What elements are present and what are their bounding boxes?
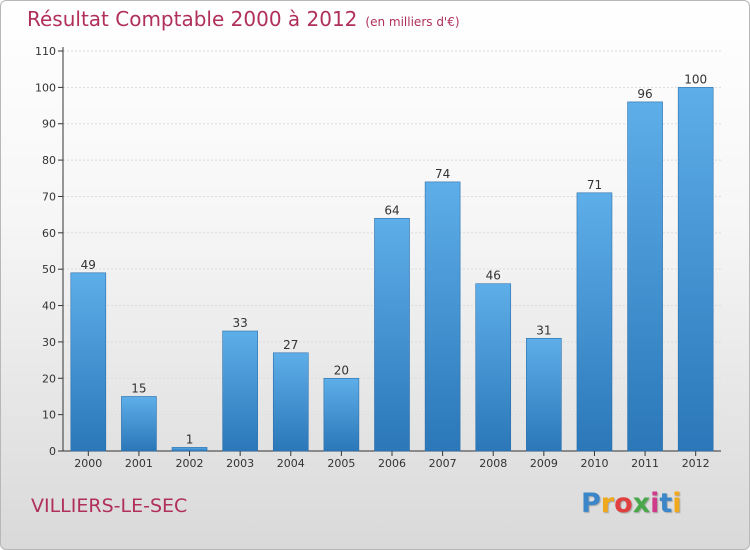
x-tick-label: 2001 [125,457,153,470]
x-tick-label: 2012 [682,457,710,470]
logo-letter: o [614,488,633,519]
y-tick-label: 20 [42,372,56,385]
data-label: 100 [684,72,707,86]
logo-letter: r [600,488,615,519]
logo-letter: i [650,488,660,519]
bar [121,396,157,452]
bar [424,181,461,452]
y-tick-label: 50 [42,263,56,276]
bar [171,447,208,452]
data-label: 96 [637,87,652,101]
labels: 0 10 20 30 40 50 60 70 80 90 100 110 2000 49 2001 15 200… [35,45,710,470]
x-tick-label: 2007 [429,457,457,470]
chart-title: Résultat Comptable 2000 à 2012 (en millie… [27,7,460,31]
x-tick-label: 2008 [479,457,507,470]
commune-name: VILLIERS-LE-SEC [31,495,188,517]
x-tick-label: 2010 [580,457,608,470]
x-tick-label: 2006 [378,457,406,470]
bar [526,337,562,452]
bar [222,330,258,452]
bar [272,352,309,452]
bar [475,283,512,452]
chart-subtitle: (en milliers d'€) [365,15,460,29]
bar [70,272,107,452]
logo-letter: P [581,488,601,519]
data-label: 15 [131,381,146,395]
y-tick-label: 70 [42,190,56,203]
data-label: 46 [486,269,501,283]
data-label: 49 [81,258,96,272]
data-label: 20 [334,363,349,377]
data-label: 31 [536,323,551,337]
x-tick-label: 2002 [176,457,204,470]
y-tick-label: 90 [42,118,56,131]
x-tick-label: 2000 [74,457,102,470]
data-label: 71 [587,178,602,192]
data-label: 1 [186,432,194,446]
y-tick-label: 10 [42,409,56,422]
data-label: 74 [435,167,450,181]
proxiti-logo: Proxiti [581,488,682,519]
bars [70,87,714,452]
x-tick-label: 2009 [530,457,558,470]
y-tick-label: 110 [35,45,56,58]
data-label: 33 [233,316,248,330]
data-label: 27 [283,338,298,352]
y-tick-label: 0 [49,445,56,458]
x-tick-label: 2004 [277,457,305,470]
logo-letter: t [659,488,673,519]
logo-letter: i [672,488,682,519]
x-tick-label: 2005 [327,457,355,470]
y-tick-label: 30 [42,336,56,349]
y-tick-label: 80 [42,154,56,167]
y-tick-label: 60 [42,227,56,240]
bar [576,192,613,452]
logo-letter: x [632,488,651,519]
x-tick-label: 2003 [226,457,254,470]
bar [627,101,663,452]
y-tick-label: 40 [42,300,56,313]
bar [677,87,714,452]
chart-title-text: Résultat Comptable 2000 à 2012 [27,7,358,31]
bar [374,217,410,452]
x-tick-label: 2011 [631,457,659,470]
data-label: 64 [384,203,399,217]
y-tick-label: 100 [35,81,56,94]
bar [323,377,360,452]
